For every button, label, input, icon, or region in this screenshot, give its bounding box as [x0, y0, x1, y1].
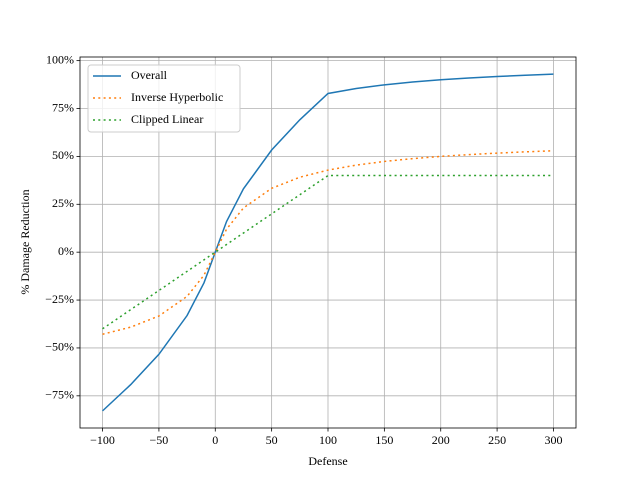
x-tick-label: 200 [432, 433, 450, 447]
y-tick-label: −75% [45, 388, 74, 402]
line-series [102, 174, 554, 330]
line-series [102, 73, 554, 412]
y-tick-label: −50% [45, 340, 74, 354]
x-tick-label: 50 [266, 433, 278, 447]
legend-box [87, 64, 241, 133]
x-tick-label: 100 [319, 433, 337, 447]
x-tick-label: 150 [375, 433, 393, 447]
x-tick-label: −100 [90, 433, 115, 447]
y-tick-label: −25% [45, 292, 74, 306]
x-tick-label: 0 [212, 433, 218, 447]
legend-label: Clipped Linear [131, 112, 203, 126]
legend: Overall Inverse Hyperbolic Clipped Linear [87, 64, 241, 133]
line-series [102, 150, 554, 335]
y-tick-label: 25% [52, 196, 74, 210]
x-tick-label: 300 [544, 433, 562, 447]
y-tick-label: 100% [46, 52, 74, 66]
y-tick-label: 50% [52, 148, 74, 162]
x-tick-label: −50 [150, 433, 169, 447]
legend-label: Inverse Hyperbolic [131, 90, 223, 104]
y-tick-label: 75% [52, 100, 74, 114]
x-tick-label: 250 [488, 433, 506, 447]
legend-label: Overall [131, 68, 168, 82]
x-axis-label: Defense [308, 454, 347, 468]
plot-frame [79, 56, 577, 429]
y-tick-label: 0% [58, 244, 74, 258]
y-axis-label: % Damage Reduction [18, 189, 32, 294]
